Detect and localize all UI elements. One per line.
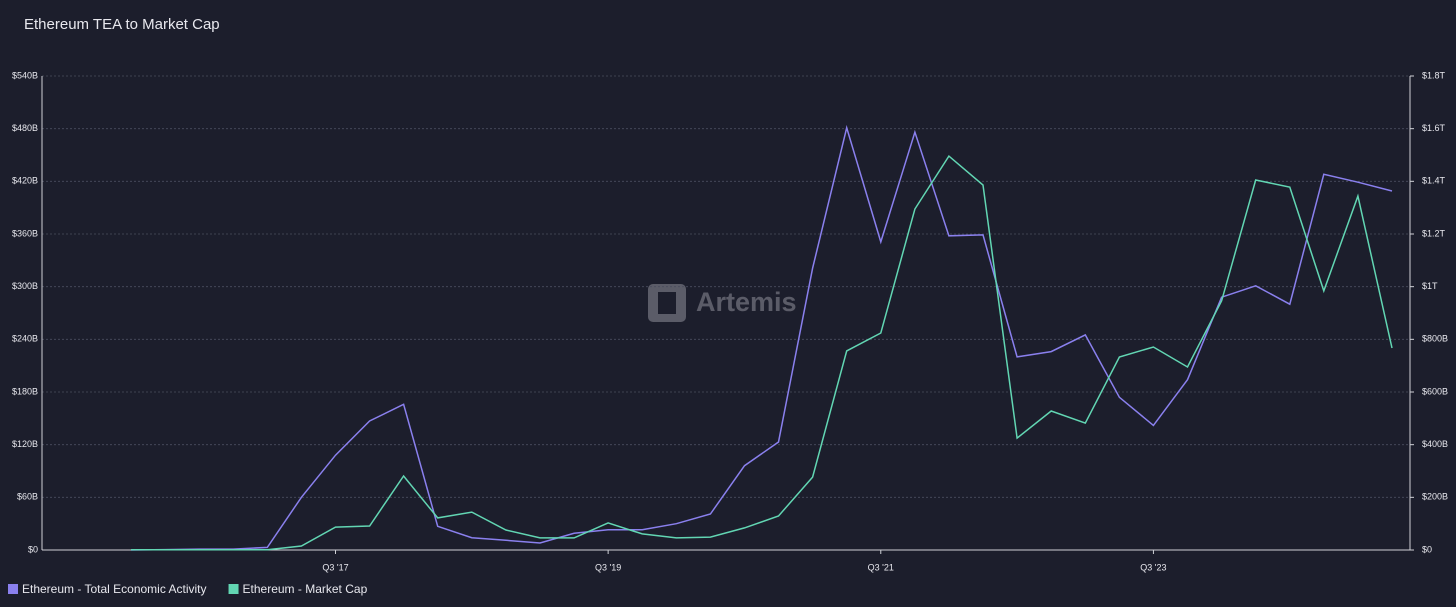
y-tick-label: $240B: [12, 334, 38, 344]
chart-title: Ethereum TEA to Market Cap: [24, 16, 220, 33]
y2-tick-label: $400B: [1422, 439, 1448, 449]
y2-tick-label: $200B: [1422, 492, 1448, 502]
y2-tick-label: $1.4T: [1422, 176, 1446, 186]
y-tick-label: $60B: [17, 492, 38, 502]
y2-tick-label: $1T: [1422, 281, 1438, 291]
y2-tick-label: $600B: [1422, 386, 1448, 396]
legend-label: Ethereum - Total Economic Activity: [22, 582, 207, 596]
x-tick-label: Q3 '21: [868, 562, 894, 572]
y2-tick-label: $1.8T: [1422, 70, 1446, 80]
x-tick-label: Q3 '17: [322, 562, 348, 572]
legend-label: Ethereum - Market Cap: [243, 582, 368, 596]
series-line: [131, 154, 1393, 551]
legend-swatch: [8, 584, 18, 594]
y2-tick-label: $0: [1422, 544, 1432, 554]
y-tick-label: $180B: [12, 386, 38, 396]
watermark: Artemis: [648, 284, 797, 322]
y2-tick-label: $1.2T: [1422, 228, 1446, 238]
y-tick-label: $540B: [12, 70, 38, 80]
y-tick-label: $480B: [12, 123, 38, 133]
y2-tick-label: $800B: [1422, 334, 1448, 344]
watermark-logo-cut: [658, 292, 676, 314]
y2-tick-label: $1.6T: [1422, 123, 1446, 133]
y-tick-label: $0: [28, 544, 38, 554]
legend-swatch: [228, 584, 239, 594]
series-line: [130, 124, 1393, 551]
watermark-text: Artemis: [696, 287, 797, 317]
x-tick-label: Q3 '23: [1140, 562, 1166, 572]
watermark-logo: [648, 284, 686, 322]
y-tick-label: $300B: [12, 281, 38, 291]
x-tick-label: Q3 '19: [595, 562, 621, 572]
y-tick-label: $420B: [12, 176, 38, 186]
y-tick-label: $360B: [12, 228, 38, 238]
y-tick-label: $120B: [12, 439, 38, 449]
